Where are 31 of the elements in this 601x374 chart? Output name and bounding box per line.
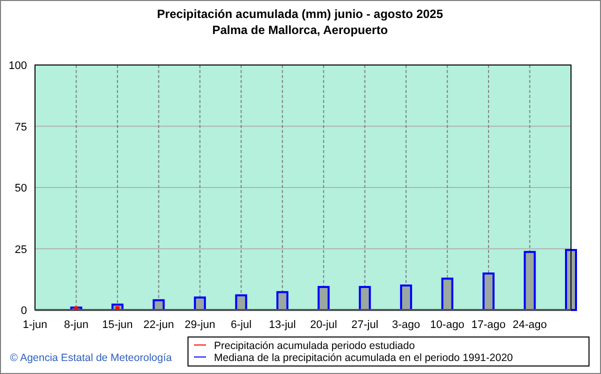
chart-subtitle: Palma de Mallorca, Aeropuerto bbox=[212, 23, 388, 37]
y-tick-label: 75 bbox=[14, 121, 27, 134]
x-tick-label: 22-jun bbox=[143, 319, 174, 331]
legend-label: Precipitación acumulada periodo estudiado bbox=[214, 340, 415, 352]
bar bbox=[482, 272, 495, 311]
x-tick-label: 6-jul bbox=[230, 319, 252, 331]
bar bbox=[318, 286, 330, 311]
x-tick-label: 29-jun bbox=[184, 319, 216, 331]
y-tick-label: 100 bbox=[8, 60, 27, 72]
x-tick-label: 15-jun bbox=[102, 319, 133, 331]
x-tick-label: 8-jun bbox=[64, 319, 88, 331]
x-tick-label: 10-ago bbox=[430, 319, 464, 331]
x-tick-label: 24-ago bbox=[512, 319, 547, 331]
bar bbox=[565, 248, 577, 311]
x-tick-label: 27-jul bbox=[351, 319, 378, 331]
x-tick-label: 1-jun bbox=[22, 319, 48, 331]
x-tick-label: 3-ago bbox=[392, 319, 420, 331]
y-tick-label: 0 bbox=[20, 305, 27, 317]
bar bbox=[441, 278, 454, 311]
bar bbox=[276, 291, 288, 311]
bar bbox=[400, 284, 412, 311]
x-tick-label: 13-jul bbox=[268, 319, 296, 331]
bar bbox=[524, 250, 536, 311]
y-tick-label: 50 bbox=[14, 182, 27, 194]
text: © Agencia Estatal de Meteorología bbox=[10, 352, 172, 364]
x-tick-label: 17-ago bbox=[471, 319, 506, 331]
legend-label: Mediana de la precipitación acumulada en el periodo 1991-2020 bbox=[214, 352, 514, 364]
bar bbox=[358, 286, 371, 311]
x-tick-label: 20-jul bbox=[310, 319, 338, 331]
chart-title: Precipitación acumulada (mm) junio - agosto 2025 bbox=[156, 7, 444, 21]
y-tick-label: 25 bbox=[14, 244, 27, 256]
